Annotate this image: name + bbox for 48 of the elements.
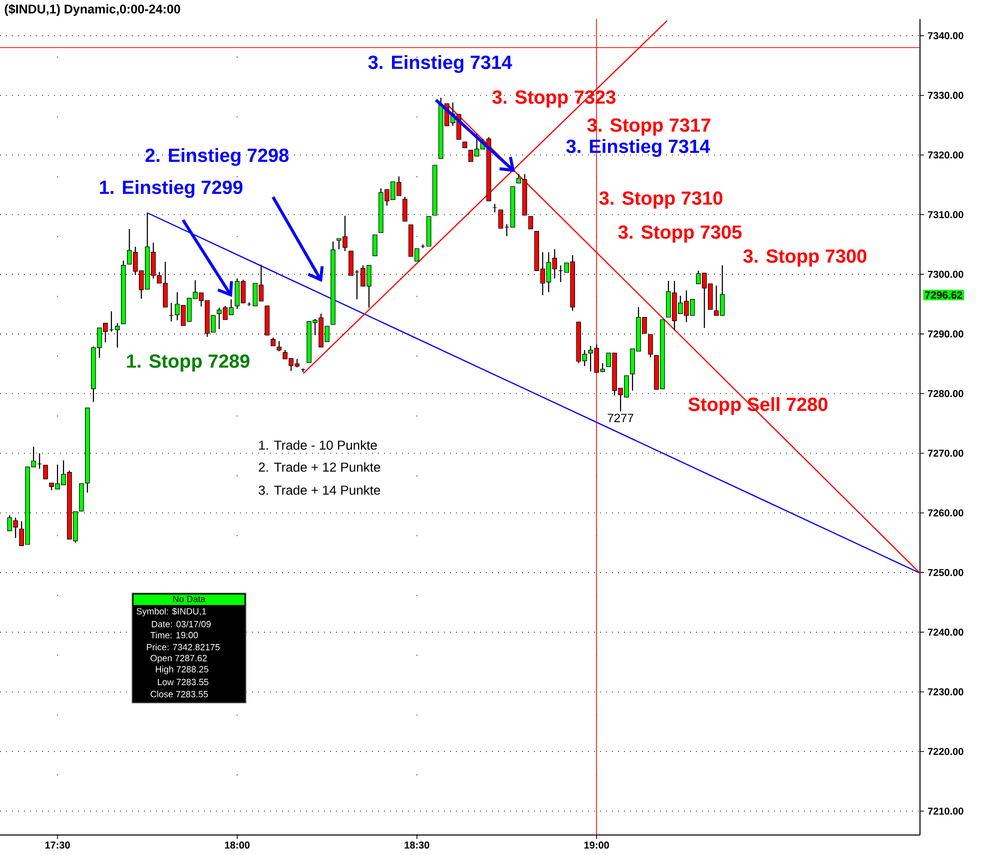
y-tick-label: 7230.00: [928, 688, 964, 696]
y-tick-label: 7280.00: [928, 390, 964, 398]
x-tick-label: 18:30: [404, 842, 430, 849]
y-tick-label: 7250.00: [928, 569, 964, 576]
annotation: High 7288.25: [156, 666, 208, 674]
annotation: 7277: [608, 414, 634, 422]
candlestick: [43, 464, 48, 480]
annotation: 1. Einstieg 7299: [100, 180, 242, 198]
annotation: Time: 19:00: [150, 632, 198, 638]
annotation: Low 7283.55: [158, 678, 208, 686]
annotation: 3. Einstieg 7314: [368, 55, 512, 73]
annotation: Date: 03/17/09: [152, 620, 211, 628]
candlestick: [372, 234, 378, 256]
annotation: 1. Stopp 7289: [127, 354, 250, 372]
y-tick-label: 7270.00: [928, 450, 964, 457]
y-tick-label: 7240.00: [928, 628, 964, 636]
annotation: 3. Stopp 7310: [599, 191, 722, 209]
y-tick-label: 7220.00: [928, 748, 964, 756]
annotation: Symbol: $INDU,1: [136, 608, 206, 616]
x-tick-label: 17:30: [45, 842, 70, 849]
annotation: 1. Trade - 10 Punkte: [259, 440, 377, 450]
annotation: Open 7287.62: [150, 654, 207, 664]
y-tick-label: 7210.00: [928, 808, 964, 815]
candlestick: [492, 203, 498, 213]
annotation: 2. Einstieg 7298: [145, 148, 289, 166]
annotation: Close 7283.55: [150, 690, 208, 698]
text: 7296.62: [925, 291, 962, 299]
candlestick: [168, 302, 174, 322]
y-tick-label: 7320.00: [928, 151, 964, 159]
annotation: No Data: [173, 596, 206, 602]
candlestick: [276, 340, 282, 352]
x-tick-label: 18:00: [225, 842, 250, 849]
candlestick: [648, 334, 653, 358]
annotation: 3. Trade + 14 Punkte: [258, 485, 380, 495]
y-tick-label: 7300.00: [928, 270, 964, 278]
candlestick: [402, 196, 408, 222]
y-tick-label: 7310.00: [928, 211, 964, 218]
y-tick-label: 7290.00: [928, 330, 964, 338]
candlestick: [528, 216, 534, 230]
y-tick-label: 7330.00: [928, 92, 964, 99]
chart-title: ($INDU,1) Dynamic,0:00-24:00: [4, 4, 180, 16]
y-tick-label: 7340.00: [928, 32, 964, 40]
x-tick-label: 19:00: [584, 842, 609, 849]
annotation: 3. Stopp 7300: [743, 249, 866, 267]
annotation: Price: 7342.82175: [146, 644, 220, 650]
annotation: 2. Trade + 12 Punkte: [258, 462, 380, 472]
y-tick-label: 7260.00: [928, 509, 964, 516]
annotation: 3. Stopp 7305: [618, 225, 742, 243]
